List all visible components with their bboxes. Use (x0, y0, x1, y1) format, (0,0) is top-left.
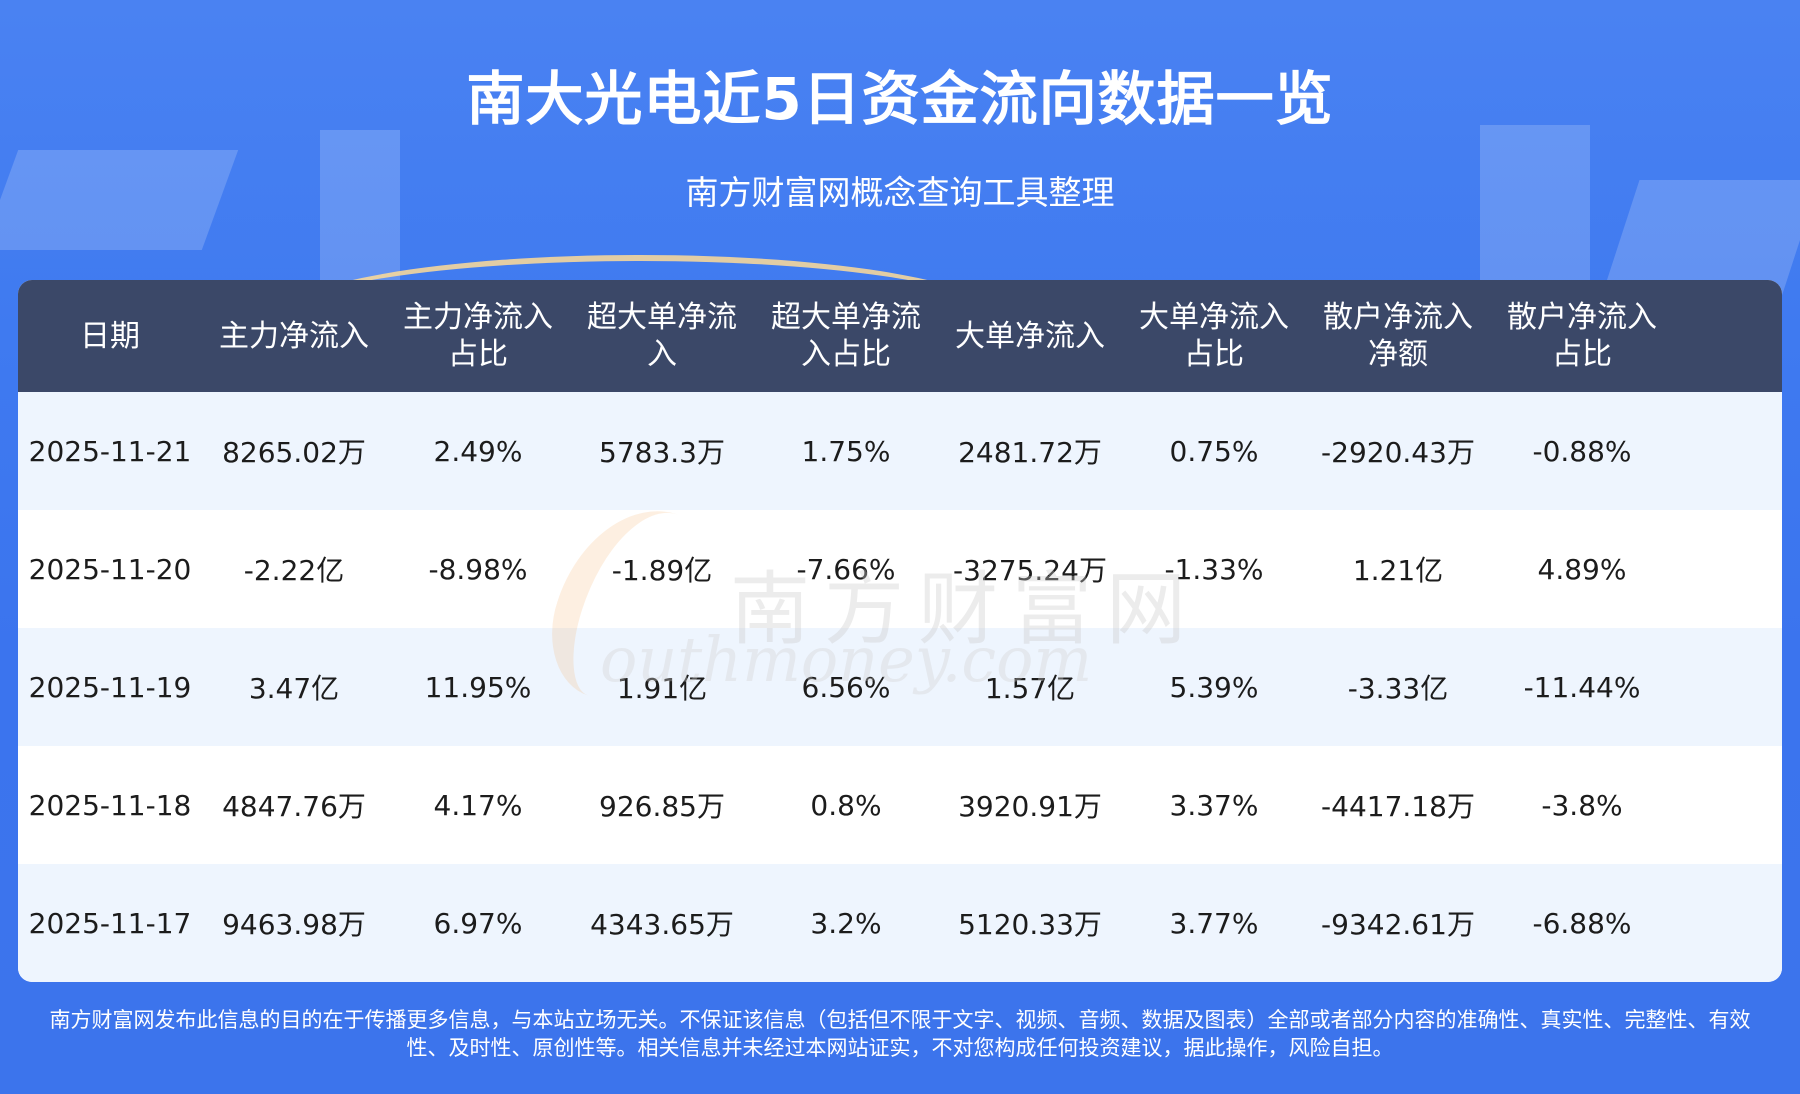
cell-main-inflow: 4847.76万 (222, 790, 366, 823)
cell-date: 2025-11-20 (28, 552, 192, 586)
cell-retail-inflow: -9342.61万 (1321, 908, 1475, 941)
decor-block (320, 130, 400, 300)
cell-large-inflow: -3275.24万 (953, 554, 1107, 587)
cell-main-ratio: 6.97% (433, 906, 523, 940)
table-row: 2025-11-18 4847.76万 4.17% 926.85万 0.8% 3… (18, 746, 1782, 864)
disclaimer-line-2: 性、及时性、原创性等。相关信息并未经过本网站证实，不对您构成任何投资建议，据此操… (406, 1036, 1394, 1060)
cell-main-inflow: 8265.02万 (222, 436, 366, 469)
cell-retail-ratio: 4.89% (1537, 552, 1627, 586)
header-retail-inflow: 散户净流入 净额 (1323, 300, 1473, 372)
table-row: 2025-11-21 8265.02万 2.49% 5783.3万 1.75% … (18, 392, 1782, 510)
cell-retail-ratio: -0.88% (1532, 434, 1632, 468)
header-main-inflow-ratio: 主力净流入 占比 (403, 300, 553, 372)
header-date: 日期 (80, 318, 140, 354)
cell-super-large-inflow: 926.85万 (599, 790, 725, 823)
cell-main-inflow: 9463.98万 (222, 908, 366, 941)
cell-retail-inflow: -2920.43万 (1321, 436, 1475, 469)
header-super-large-inflow: 超大单净流入 (587, 300, 737, 372)
cell-retail-ratio: -3.8% (1541, 788, 1623, 822)
cell-date: 2025-11-17 (28, 906, 192, 940)
cell-large-inflow: 3920.91万 (958, 790, 1102, 823)
cell-retail-ratio: -6.88% (1532, 906, 1632, 940)
cell-retail-inflow: -4417.18万 (1321, 790, 1475, 823)
cell-large-inflow: 1.57亿 (984, 672, 1076, 705)
page-title: 南大光电近5日资金流向数据一览 (466, 65, 1334, 133)
cell-main-ratio: -8.98% (428, 552, 528, 586)
cell-retail-inflow: 1.21亿 (1352, 554, 1444, 587)
header-super-large-ratio: 超大单净流 入占比 (771, 300, 921, 372)
header-main-inflow: 主力净流入 (219, 318, 369, 354)
cell-date: 2025-11-19 (28, 670, 192, 704)
cell-large-ratio: 3.77% (1169, 906, 1259, 940)
cell-main-ratio: 2.49% (433, 434, 523, 468)
cell-retail-ratio: -11.44% (1523, 670, 1641, 704)
disclaimer-line-1: 南方财富网发布此信息的目的在于传播更多信息，与本站立场无关。不保证该信息（包括但… (49, 1008, 1751, 1032)
cell-main-inflow: 3.47亿 (248, 672, 340, 705)
cell-large-ratio: 0.75% (1169, 434, 1259, 468)
cell-super-large-inflow: -1.89亿 (611, 554, 713, 587)
table-body: 2025-11-21 8265.02万 2.49% 5783.3万 1.75% … (18, 392, 1782, 982)
cell-main-ratio: 11.95% (424, 670, 532, 704)
table-header: 日期 主力净流入 主力净流入 占比 超大单净流入 超大单净流 入占比 大单净流入 大… (18, 280, 1782, 392)
cell-date: 2025-11-18 (28, 788, 192, 822)
cell-large-inflow: 2481.72万 (958, 436, 1102, 469)
cell-main-inflow: -2.22亿 (243, 554, 345, 587)
cell-retail-inflow: -3.33亿 (1347, 672, 1449, 705)
cell-super-large-ratio: -7.66% (796, 552, 896, 586)
cell-large-inflow: 5120.33万 (958, 908, 1102, 941)
table-row: 2025-11-20 -2.22亿 -8.98% -1.89亿 -7.66% -… (18, 510, 1782, 628)
cell-date: 2025-11-21 (28, 434, 192, 468)
header-background (0, 0, 1800, 300)
data-table-card: 日期 主力净流入 主力净流入 占比 超大单净流入 超大单净流 入占比 大单净流入 大… (18, 280, 1782, 982)
cell-super-large-ratio: 1.75% (801, 434, 891, 468)
decor-block (1480, 125, 1590, 300)
table-row: 2025-11-17 9463.98万 6.97% 4343.65万 3.2% … (18, 864, 1782, 982)
disclaimer-text: 南方财富网发布此信息的目的在于传播更多信息，与本站立场无关。不保证该信息（包括但… (0, 1006, 1800, 1062)
cell-main-ratio: 4.17% (433, 788, 523, 822)
cell-large-ratio: 3.37% (1169, 788, 1259, 822)
cell-super-large-inflow: 5783.3万 (599, 436, 725, 469)
cell-large-ratio: 5.39% (1169, 670, 1259, 704)
cell-large-ratio: -1.33% (1164, 552, 1264, 586)
header-large-inflow: 大单净流入 (955, 318, 1105, 354)
cell-super-large-ratio: 0.8% (810, 788, 882, 822)
decor-arc (280, 255, 1000, 300)
cell-super-large-ratio: 3.2% (810, 906, 882, 940)
header-large-ratio: 大单净流入 占比 (1139, 300, 1289, 372)
cell-super-large-inflow: 1.91亿 (616, 672, 708, 705)
page-subtitle: 南方财富网概念查询工具整理 (685, 173, 1115, 212)
cell-super-large-inflow: 4343.65万 (590, 908, 734, 941)
header-retail-ratio: 散户净流入 占比 (1507, 300, 1657, 372)
cell-super-large-ratio: 6.56% (801, 670, 891, 704)
table-row: 2025-11-19 3.47亿 11.95% 1.91亿 6.56% 1.57… (18, 628, 1782, 746)
